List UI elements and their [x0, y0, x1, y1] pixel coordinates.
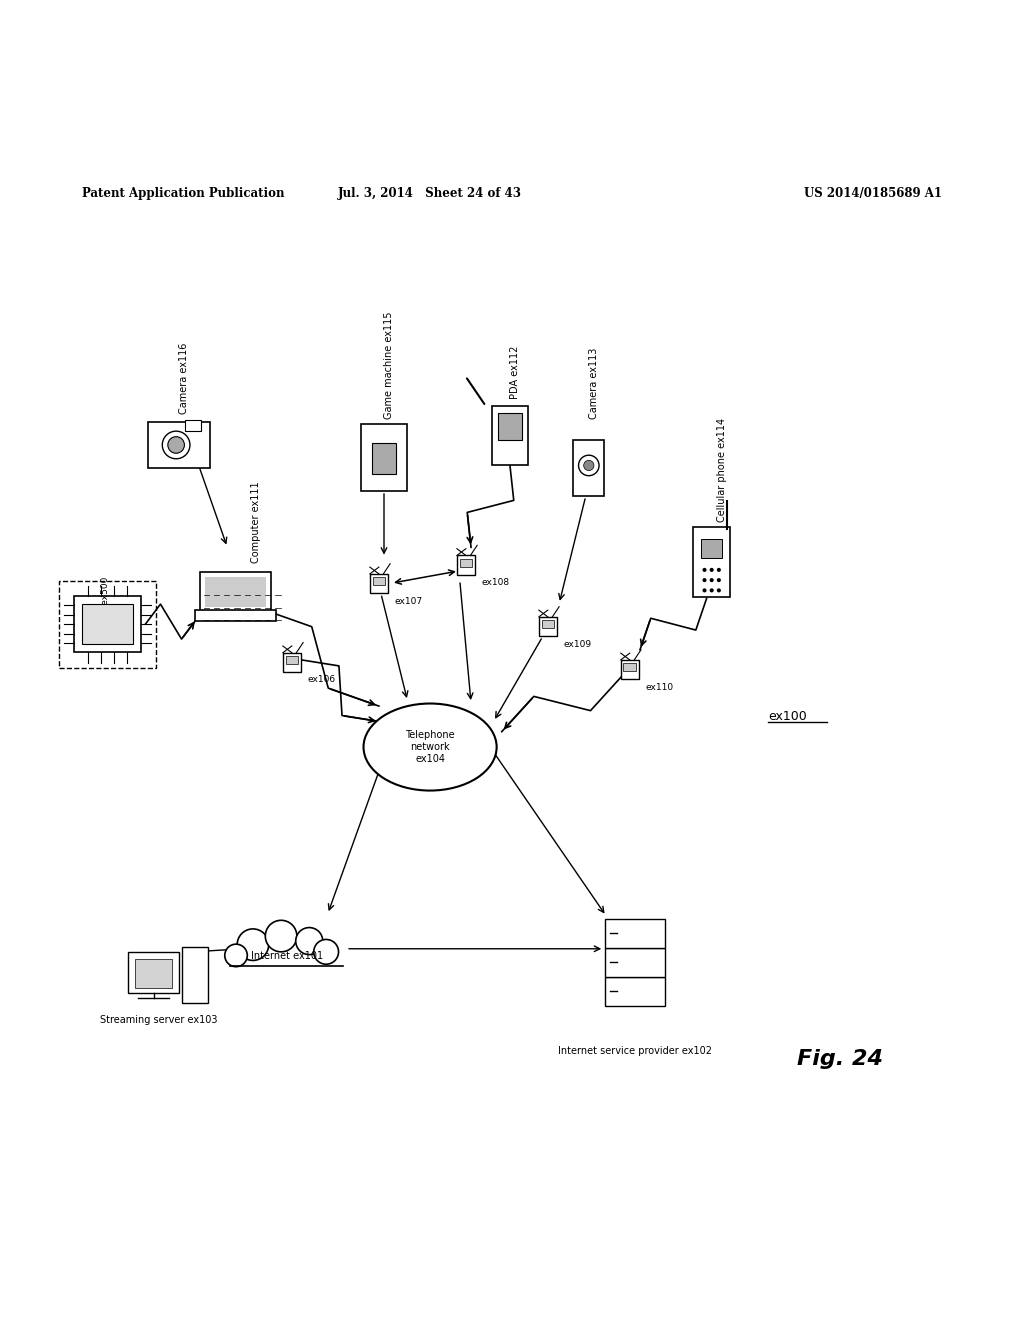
Ellipse shape — [364, 704, 497, 791]
Bar — [498, 413, 522, 440]
Text: PDA ex112: PDA ex112 — [510, 346, 520, 399]
Circle shape — [702, 568, 707, 572]
Circle shape — [702, 578, 707, 582]
Text: ex108: ex108 — [481, 578, 509, 587]
Text: Internet ex101: Internet ex101 — [251, 950, 323, 961]
Text: Jul. 3, 2014   Sheet 24 of 43: Jul. 3, 2014 Sheet 24 of 43 — [338, 187, 522, 199]
Text: Fig. 24: Fig. 24 — [797, 1049, 883, 1069]
Bar — [185, 420, 201, 432]
Bar — [372, 444, 396, 474]
Text: ex110: ex110 — [645, 682, 673, 692]
Circle shape — [710, 568, 714, 572]
Circle shape — [225, 944, 248, 966]
Text: US 2014/0185689 A1: US 2014/0185689 A1 — [804, 187, 942, 199]
Text: LSI ex500: LSI ex500 — [100, 577, 110, 620]
Circle shape — [710, 578, 714, 582]
Text: Cellular phone ex114: Cellular phone ex114 — [717, 417, 727, 521]
Bar — [693, 527, 730, 597]
Bar — [283, 652, 301, 672]
Bar — [205, 577, 266, 607]
Bar — [373, 577, 385, 585]
Bar — [457, 556, 475, 574]
Text: ex107: ex107 — [394, 597, 422, 606]
Bar — [82, 605, 133, 644]
Circle shape — [584, 461, 594, 470]
Bar — [542, 620, 554, 628]
Circle shape — [238, 929, 268, 961]
Text: Computer ex111: Computer ex111 — [251, 480, 261, 562]
Bar — [621, 660, 639, 678]
Text: ex100: ex100 — [768, 710, 807, 723]
Bar — [492, 407, 528, 466]
Bar — [624, 663, 636, 671]
Bar — [460, 558, 472, 566]
Circle shape — [710, 589, 714, 593]
Bar — [135, 960, 172, 987]
Circle shape — [313, 940, 339, 964]
Bar — [361, 425, 407, 491]
Circle shape — [168, 437, 184, 453]
Circle shape — [296, 928, 323, 954]
Text: Telephone
network
ex104: Telephone network ex104 — [406, 730, 455, 764]
Bar — [701, 539, 722, 557]
Text: Patent Application Publication: Patent Application Publication — [82, 187, 285, 199]
Bar — [128, 952, 179, 993]
Bar — [286, 656, 298, 664]
Bar — [58, 581, 156, 668]
Circle shape — [265, 920, 297, 952]
Circle shape — [702, 589, 707, 593]
Text: Streaming server ex103: Streaming server ex103 — [100, 1015, 217, 1026]
Bar — [605, 948, 665, 977]
Text: Camera ex116: Camera ex116 — [179, 343, 189, 414]
Bar — [370, 574, 388, 593]
Text: Internet service provider ex102: Internet service provider ex102 — [558, 1045, 712, 1056]
Bar — [182, 946, 208, 1003]
Bar — [573, 440, 604, 496]
Text: ex106: ex106 — [307, 676, 335, 684]
Bar — [74, 597, 141, 652]
Circle shape — [717, 589, 721, 593]
Bar — [539, 616, 557, 636]
Circle shape — [162, 432, 190, 459]
Polygon shape — [230, 948, 343, 966]
Circle shape — [717, 578, 721, 582]
Bar — [200, 572, 271, 612]
Text: Game machine ex115: Game machine ex115 — [384, 312, 394, 420]
Bar — [605, 977, 665, 1006]
Bar — [605, 919, 665, 948]
Bar — [195, 610, 276, 622]
Bar — [148, 422, 210, 469]
Circle shape — [717, 568, 721, 572]
Text: Camera ex113: Camera ex113 — [589, 348, 599, 420]
Text: ex109: ex109 — [563, 639, 591, 648]
Circle shape — [579, 455, 599, 475]
